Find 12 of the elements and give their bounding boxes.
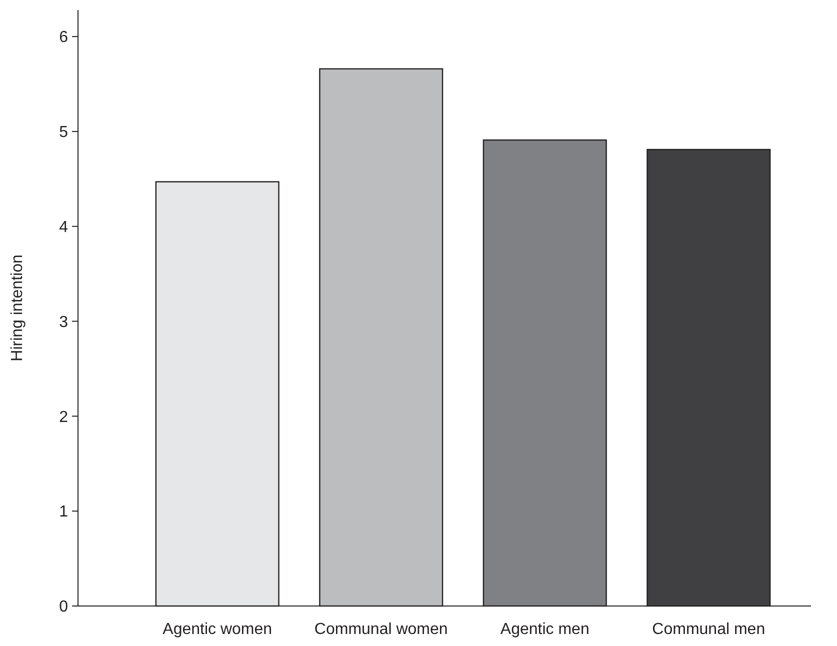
y-tick-label: 5 [59, 124, 68, 142]
y-tick-label: 3 [59, 314, 68, 331]
y-tick-label: 4 [59, 218, 68, 236]
x-tick-label: Agentic men [500, 621, 590, 638]
x-tick-label: Communal women [314, 621, 448, 638]
x-tick-label: Agentic women [162, 621, 272, 638]
y-tick-label: 1 [59, 504, 68, 521]
x-tick-label: Communal men [652, 621, 766, 638]
y-tick-label: 2 [59, 408, 68, 426]
y-axis-title: Hiring intention [9, 254, 26, 362]
y-tick-label: 6 [59, 29, 68, 46]
y-tick-label: 0 [59, 598, 68, 616]
